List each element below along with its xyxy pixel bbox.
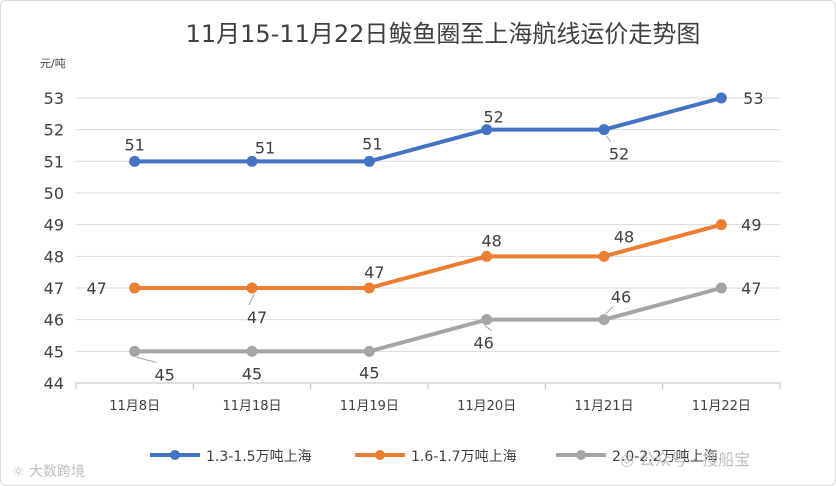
legend-marker xyxy=(375,450,385,460)
data-point xyxy=(246,155,258,167)
legend: 1.3-1.5万吨上海 1.6-1.7万吨上海 2.0-2.2万吨上海 xyxy=(150,449,718,465)
watermark-bottom-left: ☼ 大数跨境 xyxy=(12,461,85,481)
y-tick-label: 45 xyxy=(44,342,64,361)
watermark-right-text: 公众号 · 搜船宝 xyxy=(639,450,751,469)
data-point xyxy=(715,282,727,294)
x-axis-ticks: 11月8日 11月18日 11月19日 11月20日 11月21日 11月22日 xyxy=(75,383,781,414)
y-tick-label: 50 xyxy=(44,184,64,203)
data-label: 47 xyxy=(86,279,106,298)
data-point xyxy=(481,314,493,326)
y-tick-label: 48 xyxy=(44,247,64,266)
x-tick-label: 11月18日 xyxy=(222,399,281,414)
data-label: 48 xyxy=(614,227,634,246)
label-leader-line xyxy=(605,135,612,142)
y-tick-label: 52 xyxy=(44,121,64,140)
data-point xyxy=(481,124,493,136)
data-point xyxy=(598,314,610,326)
data-label: 51 xyxy=(362,134,382,153)
series-3: 45 45 45 46 46 47 xyxy=(129,279,762,384)
data-label: 52 xyxy=(609,145,629,164)
data-label: 51 xyxy=(255,138,275,157)
series-2: 47 47 47 48 48 49 xyxy=(86,216,761,327)
series-line xyxy=(134,286,722,354)
y-axis-ticks: 44 45 46 47 48 49 50 51 52 53 xyxy=(44,89,64,393)
y-tick-label: 51 xyxy=(44,152,64,171)
data-point xyxy=(598,250,610,262)
data-point xyxy=(363,282,375,294)
data-point xyxy=(481,250,493,262)
series-line xyxy=(134,96,722,164)
data-point xyxy=(715,219,727,231)
y-tick-label: 46 xyxy=(44,311,64,330)
data-point xyxy=(246,282,258,294)
legend-label: 1.3-1.5万吨上海 xyxy=(206,449,312,465)
legend-marker xyxy=(170,450,180,460)
data-label: 45 xyxy=(359,363,379,382)
x-tick-label: 11月20日 xyxy=(457,399,516,414)
watermark-left-text: 大数跨境 xyxy=(29,464,86,480)
y-tick-label: 44 xyxy=(44,374,64,393)
label-leader-line xyxy=(484,325,492,332)
data-label: 47 xyxy=(247,308,267,327)
data-label: 46 xyxy=(611,288,631,307)
data-point xyxy=(246,345,258,357)
data-label: 49 xyxy=(741,216,761,235)
data-label: 45 xyxy=(242,364,262,383)
legend-label: 2.0-2.2万吨上海 xyxy=(612,449,718,465)
grid-lines xyxy=(76,97,780,384)
series-line xyxy=(134,222,722,290)
data-label: 47 xyxy=(741,279,761,298)
x-tick-label: 11月21日 xyxy=(574,399,633,414)
label-leader-line xyxy=(605,306,614,315)
data-label: 53 xyxy=(743,89,763,108)
x-tick-label: 11月8日 xyxy=(109,399,160,414)
x-tick-label: 11月22日 xyxy=(692,399,751,414)
data-point xyxy=(129,155,141,167)
series-1: 51 51 51 52 52 53 xyxy=(124,89,764,167)
wechat-icon: ◎ xyxy=(620,450,640,469)
data-label: 47 xyxy=(364,263,384,282)
data-label: 46 xyxy=(473,334,493,353)
data-point xyxy=(129,345,141,357)
label-leader-line xyxy=(248,293,255,306)
data-point xyxy=(129,282,141,294)
x-tick-label: 11月19日 xyxy=(340,399,399,414)
data-point xyxy=(363,345,375,357)
data-point xyxy=(598,124,610,136)
watermark-icon: ☼ xyxy=(12,464,30,480)
y-tick-label: 47 xyxy=(44,279,64,298)
legend-label: 1.6-1.7万吨上海 xyxy=(411,449,517,465)
y-axis-label: 元/吨 xyxy=(40,57,66,70)
data-point xyxy=(715,92,727,104)
chart-title: 11月15-11月22日鲅鱼圈至上海航线运价走势图 xyxy=(186,20,701,48)
y-tick-label: 53 xyxy=(44,89,64,108)
data-label: 51 xyxy=(124,135,144,154)
legend-marker xyxy=(576,450,586,460)
data-point xyxy=(363,155,375,167)
data-label: 48 xyxy=(481,231,501,250)
series-group: 51 51 51 52 52 53 47 47 47 48 48 49 45 45 45 46 46 47 xyxy=(86,89,763,384)
data-label: 45 xyxy=(154,365,174,384)
y-tick-label: 49 xyxy=(44,216,64,235)
data-label: 52 xyxy=(483,108,503,127)
watermark-bottom-right: ◎ 公众号 · 搜船宝 xyxy=(620,446,750,470)
label-leader-line xyxy=(136,356,157,363)
